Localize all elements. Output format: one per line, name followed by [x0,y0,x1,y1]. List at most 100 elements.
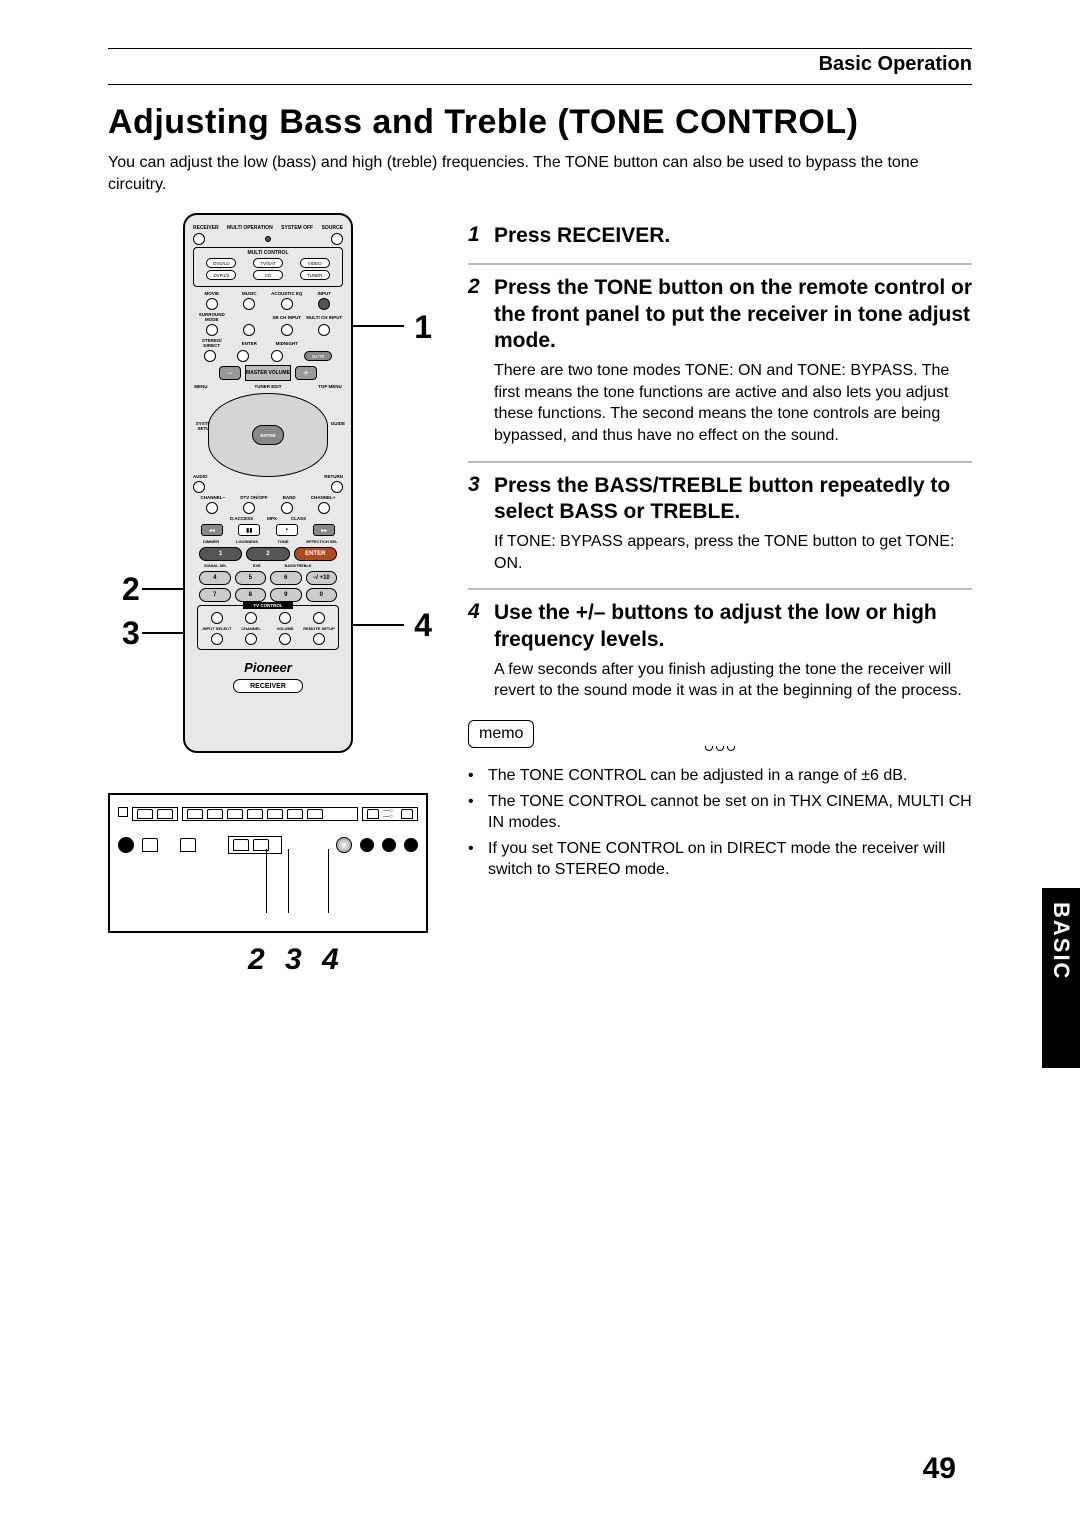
num-1: 1 [199,547,242,561]
lbl-tuner-edit: TUNER EDIT [242,384,295,389]
step-4-desc: A few seconds after you finish adjusting… [494,659,972,702]
rbtn-7 [281,324,293,336]
num-6: 6 [270,571,302,585]
lbl-top-menu: TOP MENU [297,384,342,389]
rbtn-9 [204,350,216,362]
lbl-signalsel: SIGNAL SEL [193,564,238,568]
lbl-menu: MENU [194,384,239,389]
pbtn-3 [227,809,243,819]
pbtn-b [157,809,173,819]
lbl-class: CLASS [291,516,306,521]
lbl-music: MUSIC [231,291,267,296]
rbtn-2 [243,298,255,310]
lbl-exr: EXR [238,564,276,568]
step-1-num: 1 [468,223,494,249]
callout-4: 4 [414,607,432,644]
lbl-volume: VOLUME [269,626,302,631]
intro-text: You can adjust the low (bass) and high (… [108,152,972,195]
remote-control-diagram: RECEIVER MULTI OPERATION SYSTEM OFF SOUR… [183,213,353,753]
btn-ff: ▸▸ [313,524,335,536]
side-tab: BASIC [1042,888,1080,1068]
lbl-dtv: DTV ON/OFF [240,495,267,500]
btn-mute: MUTE [304,351,332,361]
btn-dvr: DVR1/2 [206,270,236,280]
memo-text-2: The TONE CONTROL cannot be set on in THX… [488,791,972,834]
num-4: 4 [199,571,231,585]
tvc-6 [245,633,257,645]
lbl-inputsel: INPUT SELECT [201,626,234,631]
chbtn-3 [281,502,293,514]
lbl-audio: AUDIO [193,474,208,479]
step-4-num: 4 [468,600,494,702]
callout-3: 3 [122,615,140,652]
btn-tvsat: TV/SAT [253,258,283,268]
step-4-head: Use the +/– buttons to adjust the low or… [494,600,972,653]
pbot-3 [233,839,249,851]
lbl-mpx: MPX [267,516,277,521]
memo-label: memo [468,720,534,748]
pbtn-8 [367,809,379,819]
mc-title: MULTI CONTROL [198,250,338,256]
lbl-band: BAND [283,495,296,500]
step-2-head: Press the TONE button on the remote cont… [494,275,972,354]
btn-cd: CD [253,270,283,280]
memo-text-3: If you set TONE CONTROL on in DIRECT mod… [488,838,972,881]
pbtn-6 [287,809,303,819]
pbot-1 [142,838,158,852]
section-header: Basic Operation [108,49,972,84]
memo-item-2: The TONE CONTROL cannot be set on in THX… [468,791,972,834]
panel-power [118,837,134,853]
tvc-8 [313,633,325,645]
lbl-ch-plus: CHANNEL+ [311,495,336,500]
panel-dial-1 [336,837,352,853]
btn-dvd: DVD/LD [206,258,236,268]
tvc-2 [245,612,257,624]
lbl-midnight: MIDNIGHT [269,341,305,346]
rbtn-11 [271,350,283,362]
step-1-head: Press RECEIVER. [494,223,972,249]
num-7: 7 [199,588,231,602]
rbtn-6 [243,324,255,336]
lbl-source: SOURCE [322,225,343,231]
lbl-guide: GUIDE [331,421,345,426]
vol-up: + [295,366,317,380]
btn-tuner: TUNER [300,270,330,280]
step-rule-1 [468,263,972,265]
navc-1 [193,481,205,493]
memo-text-1: The TONE CONTROL can be adjusted in a ra… [488,765,907,787]
panel-line-3 [288,849,289,913]
step-4: 4 Use the +/– buttons to adjust the low … [468,600,972,702]
btn-stop: ▪ [276,524,298,536]
btn-receiver-power [193,233,205,245]
pbot-2 [180,838,196,852]
num-9: 9 [270,588,302,602]
tvc-5 [211,633,223,645]
rbtn-3 [281,298,293,310]
tvc-1 [211,612,223,624]
step-2-num: 2 [468,275,494,446]
led-indicator [265,236,271,242]
rbtn-input [318,298,330,310]
lbl-effect: EFFECT/CH SEL [301,539,343,544]
memo-notch [468,746,972,751]
lbl-input: INPUT [306,291,342,296]
lbl-daccess: D.ACCESS [230,516,253,521]
lbl-multi-op: MULTI OPERATION [227,225,273,231]
page-title: Adjusting Bass and Treble (TONE CONTROL) [108,103,972,142]
navc-2 [331,481,343,493]
pbtn-1 [187,809,203,819]
step-2-desc: There are two tone modes TONE: ON and TO… [494,360,972,446]
multi-control-box: MULTI CONTROL DVD/LD TV/SAT VIDEO DVR1/2… [193,247,343,287]
tv-control-label: TV CONTROL [243,602,293,609]
tvc-7 [279,633,291,645]
btn-pause: ▮▮ [238,524,260,536]
lbl-enter-s: ENTER [231,341,267,346]
rbtn-1 [206,298,218,310]
rbtn-5 [206,324,218,336]
panel-line-4 [328,849,329,913]
lbl-receiver: RECEIVER [193,225,219,231]
lbl-dimmer: DIMMER [193,539,229,544]
lbl-sbch: SB CH INPUT [269,315,305,320]
front-panel-diagram: —○—○ [108,793,428,933]
callout-1-lead [348,325,404,327]
